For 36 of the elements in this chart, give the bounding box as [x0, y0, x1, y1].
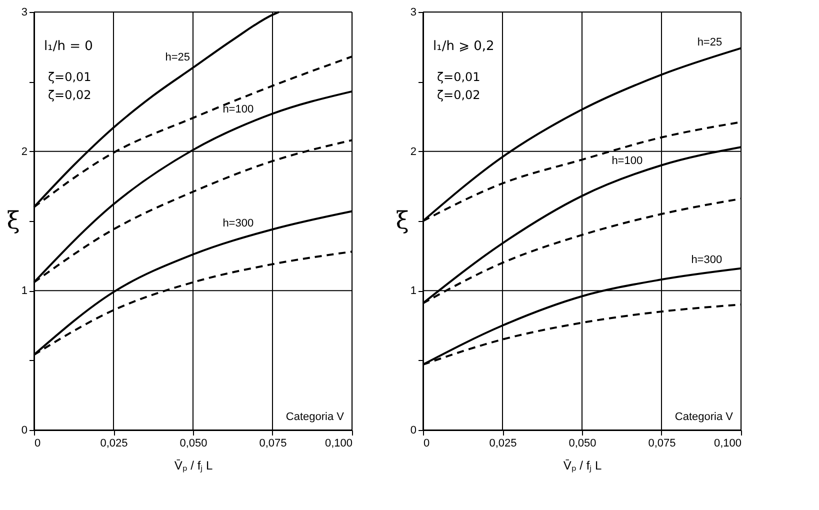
- annotation: Categoria V: [674, 411, 734, 423]
- annotation: ζ=0,01: [437, 70, 480, 84]
- y-tick-label: 3: [21, 6, 28, 18]
- x-tick-label: 0: [424, 438, 430, 450]
- x-tick-label: 0,075: [648, 438, 676, 450]
- annotation: ζ=0,01: [48, 70, 92, 84]
- x-tick-label: 0,100: [324, 438, 352, 450]
- x-tick-label: 0,050: [180, 438, 208, 450]
- x-tick-label: 0: [34, 438, 41, 450]
- y-axis-title: ξ: [6, 206, 20, 234]
- annotation: ζ=0,02: [437, 88, 480, 102]
- annotation: h=25: [165, 52, 190, 64]
- y-tick-label: 0: [21, 424, 28, 436]
- y-tick-label: 1: [410, 285, 416, 298]
- x-tick-label: 0,025: [100, 438, 128, 450]
- y-tick-label: 1: [21, 285, 28, 298]
- annotation: h=300: [691, 254, 722, 266]
- x-tick-label: 0,050: [568, 438, 596, 450]
- x-tick-label: 0,075: [259, 438, 287, 450]
- y-tick-label: 2: [410, 146, 416, 158]
- x-axis-title: V̄ₚ / fⱼ L: [174, 458, 213, 472]
- y-tick-label: 0: [410, 424, 416, 436]
- annotation: h=100: [222, 103, 254, 116]
- annotation: h=300: [222, 218, 254, 230]
- x-axis-title: V̄ₚ / fⱼ L: [563, 458, 602, 472]
- y-axis-title: ξ: [396, 206, 409, 234]
- x-tick-label: 0,100: [714, 438, 742, 450]
- x-tick-label: 0,025: [489, 438, 517, 450]
- y-tick-label: 2: [21, 146, 28, 158]
- annotation: l₁/h ⩾ 0,2: [433, 39, 494, 54]
- annotation: ζ=0,02: [48, 88, 92, 102]
- annotation: h=25: [697, 36, 722, 48]
- annotation: l₁/h = 0: [44, 39, 93, 54]
- annotation: Categoria V: [286, 411, 345, 423]
- y-tick-label: 3: [410, 6, 416, 18]
- annotation: h=100: [612, 154, 643, 167]
